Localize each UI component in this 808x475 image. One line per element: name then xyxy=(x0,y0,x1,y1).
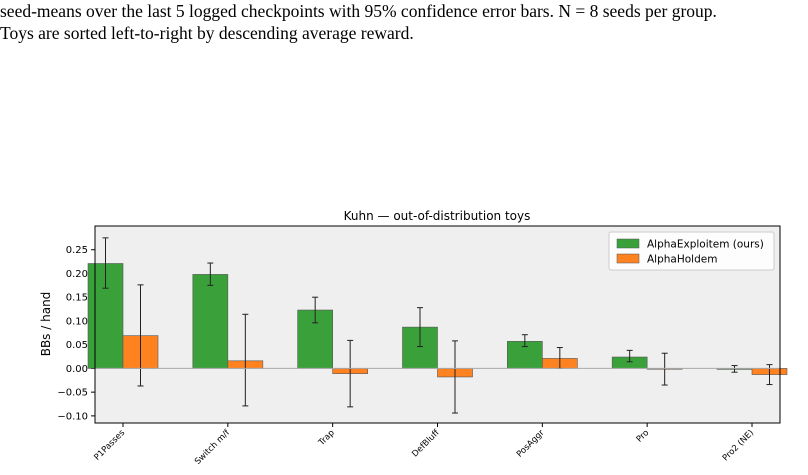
legend-swatch xyxy=(616,253,640,264)
x-tick-label: Switch m/f xyxy=(193,427,233,467)
x-tick-label: P1Passes xyxy=(92,428,127,463)
y-tick-label: −0.05 xyxy=(57,388,88,399)
x-tick-label: PosAggr xyxy=(515,428,547,460)
y-tick-label: −0.10 xyxy=(57,411,88,422)
legend: AlphaExploitem (ours) AlphaHoldem xyxy=(608,231,775,271)
plot-frame xyxy=(94,225,781,424)
y-tick-label: 0.15 xyxy=(66,293,88,304)
y-tick-label: 0.05 xyxy=(66,340,88,351)
x-axis: P1Passes Switch m/f Trap DefBluff PosAggr Pro… xyxy=(92,423,756,467)
chart-title: Kuhn — out-of-distribution toys xyxy=(344,209,531,223)
x-tick-label: DefBluff xyxy=(410,427,442,459)
x-tick-label: Trap xyxy=(316,428,337,449)
y-tick-label: 0.25 xyxy=(66,245,88,256)
x-tick-label: Pro2 (NE) xyxy=(721,428,756,463)
legend-label: AlphaExploitem (ours) xyxy=(647,239,764,251)
y-axis-label: BBs / hand xyxy=(39,292,53,357)
caption-line-1: seed-means over the last 5 logged checkp… xyxy=(0,1,717,21)
y-tick-label: 0.10 xyxy=(66,316,88,327)
legend-swatch xyxy=(616,238,640,249)
figure-caption: seed-means over the last 5 logged checkp… xyxy=(0,0,808,44)
caption-line-2: Toys are sorted left-to-right by descend… xyxy=(0,23,414,43)
x-tick-label: Pro xyxy=(635,428,652,445)
y-tick-label: 0.20 xyxy=(66,269,88,280)
bar-alphaexploitem xyxy=(192,274,229,369)
legend-label: AlphaHoldem xyxy=(647,254,717,266)
error-bars-group xyxy=(102,237,773,414)
y-tick-label: 0.00 xyxy=(66,364,88,375)
legend-box xyxy=(608,231,775,271)
